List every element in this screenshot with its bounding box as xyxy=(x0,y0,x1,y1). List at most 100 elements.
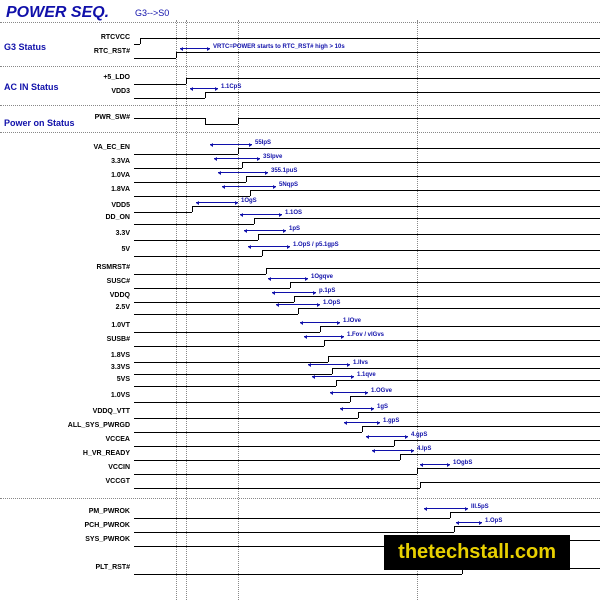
signal-label: VDDQ_VTT xyxy=(60,408,130,415)
signal-trace xyxy=(258,234,600,235)
signal-trace xyxy=(134,488,420,489)
signal-trace xyxy=(250,190,600,191)
signal-trace xyxy=(134,418,358,419)
diagram-title: POWER SEQ. xyxy=(6,4,109,22)
signal-trace xyxy=(246,176,600,177)
signal-label: VCCGT xyxy=(60,478,130,485)
signal-label: PM_PWROK xyxy=(60,508,130,515)
signal-trace xyxy=(134,386,336,387)
signal-trace xyxy=(186,78,600,79)
timing-label: 1.IOve xyxy=(343,318,361,324)
timing-label: 1OgS xyxy=(241,198,257,204)
signal-label: H_VR_READY xyxy=(60,450,130,457)
timing-label: 5NqpS xyxy=(279,182,298,188)
timing-arrow xyxy=(248,246,290,247)
signal-label: VA_EC_EN xyxy=(60,144,130,151)
timing-label: p.1pS xyxy=(319,288,335,294)
signal-trace xyxy=(362,426,600,427)
signal-trace xyxy=(134,532,454,533)
signal-trace xyxy=(358,412,600,413)
signal-trace xyxy=(134,432,362,433)
signal-trace xyxy=(134,274,266,275)
timing-arrow xyxy=(300,322,340,323)
signal-trace xyxy=(134,314,298,315)
signal-trace xyxy=(134,224,254,225)
timing-arrow xyxy=(272,292,316,293)
signal-trace xyxy=(417,468,600,469)
timing-reference-line xyxy=(417,20,418,600)
timing-label: 1gS xyxy=(377,404,388,410)
timing-arrow xyxy=(420,464,450,465)
signal-trace xyxy=(134,154,238,155)
section-divider xyxy=(0,498,600,499)
signal-label: RTCVCC xyxy=(60,34,130,41)
signal-trace xyxy=(290,282,600,283)
signal-trace xyxy=(205,124,238,125)
signal-trace xyxy=(134,240,258,241)
timing-arrow xyxy=(312,376,354,377)
signal-trace xyxy=(134,288,290,289)
section-label: G3 Status xyxy=(4,42,46,52)
section-label: AC IN Status xyxy=(4,82,59,92)
timing-arrow xyxy=(244,230,286,231)
timing-label: 4.gpS xyxy=(411,432,427,438)
signal-trace xyxy=(242,162,600,163)
timing-label: 55IpS xyxy=(255,140,271,146)
timing-label: 1Ogqve xyxy=(311,274,333,280)
signal-trace xyxy=(134,98,205,99)
signal-label: VDD3 xyxy=(60,88,130,95)
timing-arrow xyxy=(196,202,238,203)
signal-trace xyxy=(324,340,600,341)
signal-trace xyxy=(238,118,600,119)
signal-trace xyxy=(450,512,600,513)
signal-trace xyxy=(420,482,600,483)
signal-label: 3.3V xyxy=(60,230,130,237)
timing-label: 1.1qve xyxy=(357,372,376,378)
signal-label: +5_LDO xyxy=(60,74,130,81)
timing-label: IlI.5pS xyxy=(471,504,489,510)
timing-label: 3Slpve xyxy=(263,154,282,160)
signal-trace xyxy=(134,446,394,447)
timing-arrow xyxy=(340,408,374,409)
signal-label: PWR_SW# xyxy=(60,114,130,121)
signal-trace xyxy=(134,168,242,169)
timing-arrow xyxy=(456,522,482,523)
signal-label: 2.5V xyxy=(60,304,130,311)
signal-label: 5VS xyxy=(60,376,130,383)
timing-label: 1.gpS xyxy=(383,418,399,424)
signal-label: 3.3VA xyxy=(60,158,130,165)
signal-trace xyxy=(328,356,600,357)
section-divider xyxy=(0,66,600,67)
signal-label: DD_ON xyxy=(60,214,130,221)
signal-trace xyxy=(266,268,600,269)
timing-arrow xyxy=(424,508,468,509)
section-divider xyxy=(0,105,600,106)
timing-reference-line xyxy=(176,20,177,600)
signal-label: 3.3VS xyxy=(60,364,130,371)
signal-trace xyxy=(134,44,140,45)
timing-arrow xyxy=(372,450,414,451)
signal-trace xyxy=(134,362,328,363)
section-divider xyxy=(0,22,600,23)
signal-label: PLT_RST# xyxy=(60,564,130,571)
signal-trace xyxy=(134,518,450,519)
timing-label: 1.1OS xyxy=(285,210,302,216)
signal-label: 1.0VA xyxy=(60,172,130,179)
signal-trace xyxy=(134,402,350,403)
signal-label: PCH_PWROK xyxy=(60,522,130,529)
signal-trace xyxy=(176,52,600,53)
timing-arrow xyxy=(366,436,408,437)
section-divider xyxy=(0,132,600,133)
timing-label: 1.OpS xyxy=(323,300,340,306)
signal-trace xyxy=(134,332,320,333)
signal-trace xyxy=(134,182,246,183)
signal-label: 1.8VA xyxy=(60,186,130,193)
timing-label: 1.OpS xyxy=(485,518,502,524)
signal-trace xyxy=(454,526,600,527)
signal-label: VCCIN xyxy=(60,464,130,471)
signal-label: RSMRST# xyxy=(60,264,130,271)
timing-label: 1.OGve xyxy=(371,388,392,394)
signal-trace xyxy=(336,380,600,381)
timing-label: 1.Fov / vIGvs xyxy=(347,332,384,338)
signal-label: VDD5 xyxy=(60,202,130,209)
